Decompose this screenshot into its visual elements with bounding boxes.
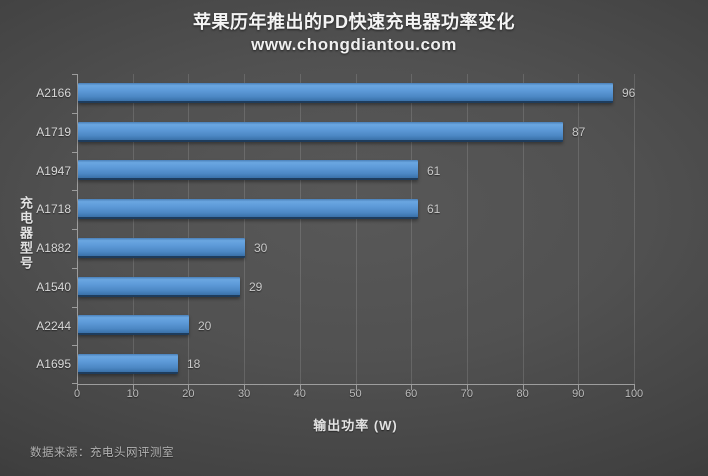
gridline [522,74,524,384]
y-tick-mark [72,113,77,114]
x-tick-mark [578,385,580,390]
gridline [299,74,301,384]
category-label: A1947 [36,163,71,178]
y-tick-mark [72,268,77,269]
bar-value-label: 61 [427,202,441,217]
x-tick-labels: 0 10 20 30 40 50 60 70 80 90 100 [73,388,643,404]
category-labels: A2166 A1719 A1947 A1718 A1882 A1540 A2244 A1695 [0,74,71,384]
data-source-note: 数据来源：充电头网评测室 [30,447,174,459]
bar [78,199,418,219]
y-tick-mark [72,190,77,191]
x-tick-mark [634,385,635,390]
category-label: A1540 [36,279,71,294]
x-tick-mark [244,385,246,390]
x-tick-label: 70 [460,388,474,400]
bar [78,238,245,258]
gridline [244,74,246,384]
x-tick-label: 80 [516,388,529,400]
category-label: A1718 [36,202,71,217]
x-tick-mark [411,385,413,390]
gridline [132,74,134,384]
bar [78,83,613,103]
bar-value-label: 96 [622,86,636,100]
gridline [411,74,413,384]
chart-subtitle: www.chongdiantou.com [251,35,457,54]
y-axis-title: 充电器型号 [18,196,33,271]
x-axis-title: 输出功率 (W) [313,418,398,433]
plot-area: 96 87 61 61 30 29 20 18 [72,74,636,390]
category-label: A1695 [36,357,71,372]
x-tick-mark [188,385,190,390]
x-tick-label: 90 [572,388,585,400]
y-tick-mark [72,229,77,230]
bar [78,277,240,297]
bar-value-label: 29 [249,279,263,294]
gridline [188,74,190,384]
chart-header: 苹果历年推出的PD快速充电器功率变化 www.chongdiantou.com [0,10,708,56]
y-tick-mark [72,74,77,75]
y-tick-mark [72,152,77,153]
category-label: A2244 [36,318,71,333]
bar-value-label: 20 [198,318,212,333]
chart-title: 苹果历年推出的PD快速充电器功率变化 [192,12,515,32]
bar-value-label: 30 [254,241,268,255]
x-tick-label: 10 [126,388,139,400]
y-tick-mark [72,307,77,308]
gridline [466,74,468,384]
gridline [355,74,357,384]
bar-value-label: 61 [427,163,441,178]
x-tick-label: 30 [237,388,251,400]
x-tick-label: 0 [73,388,81,400]
category-label: A2166 [36,86,71,100]
gridline [634,74,635,384]
x-tick-mark [466,385,468,390]
bar [78,315,189,335]
bar [78,354,178,374]
category-label: A1719 [36,124,71,139]
x-tick-mark [522,385,524,390]
x-tick-mark [299,385,301,390]
x-tick-mark [355,385,357,390]
bar-value-label: 18 [187,357,201,372]
category-label: A1882 [36,241,71,255]
x-tick-mark [77,385,78,390]
x-tick-label: 100 [624,388,644,400]
bar-value-label: 87 [572,124,586,139]
y-tick-mark [72,383,77,384]
x-tick-label: 50 [349,388,362,400]
x-tick-label: 60 [405,388,418,400]
x-tick-label: 20 [182,388,195,400]
gridline [578,74,580,384]
bar [78,160,418,180]
y-tick-mark [72,345,77,346]
x-tick-mark [132,385,134,390]
bar [78,122,563,142]
x-tick-label: 40 [293,388,306,400]
